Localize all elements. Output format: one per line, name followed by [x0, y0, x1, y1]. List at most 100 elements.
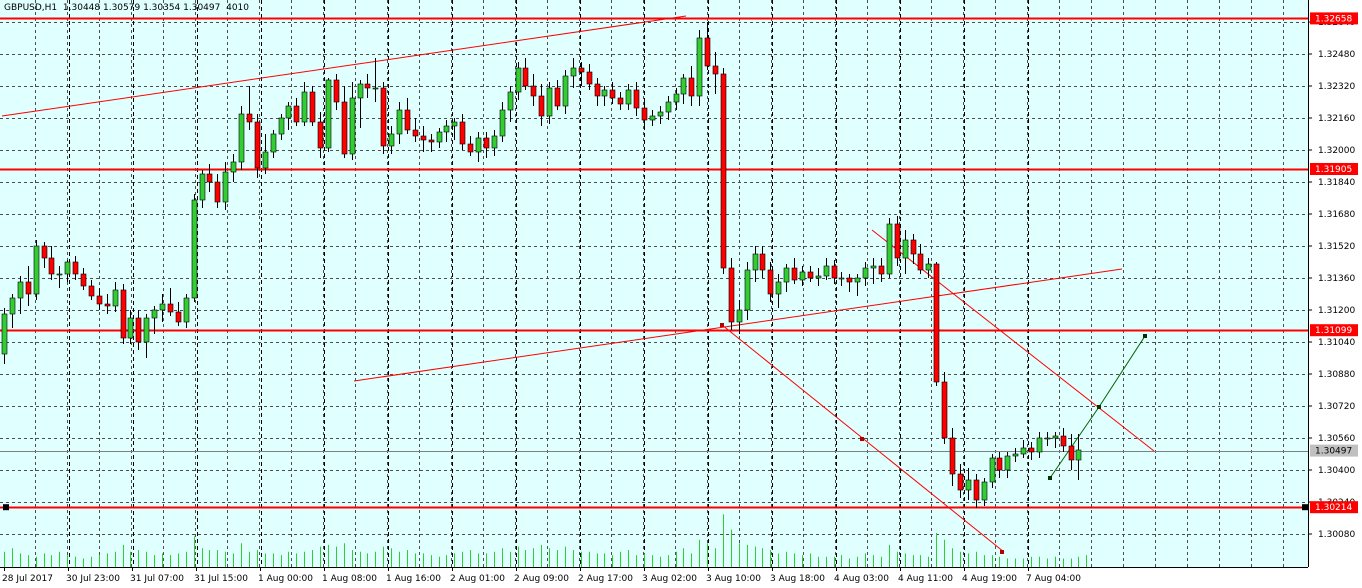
candle-bull — [349, 97, 356, 155]
candle-bull — [451, 121, 458, 127]
trend-line — [1, 15, 687, 117]
candle-bear — [554, 87, 561, 107]
candle-bear — [104, 303, 111, 307]
candle-bull — [823, 265, 830, 277]
candle-bull — [870, 265, 877, 269]
candle-bear — [949, 437, 956, 475]
price-tick-label: 1.30400 — [1318, 466, 1355, 476]
candle-bear — [720, 73, 727, 269]
trend-anchor-marker — [860, 437, 864, 441]
price-tick-label: 1.30080 — [1318, 530, 1355, 540]
price-tick-label: 1.31040 — [1318, 338, 1355, 348]
time-tick-label: 7 Aug 04:00 — [1026, 574, 1081, 584]
candle-bear — [1068, 445, 1075, 461]
candle-bull — [475, 137, 482, 153]
candle-bull — [665, 101, 672, 113]
candle-bear — [404, 109, 411, 131]
candle-bear — [309, 91, 316, 123]
projection-marker — [1048, 476, 1052, 480]
candle-bull — [112, 289, 119, 307]
candle-bull — [372, 87, 379, 90]
candle-bull — [143, 317, 150, 343]
candle-bull — [222, 171, 229, 203]
candle-bear — [894, 223, 901, 259]
candle-bull — [799, 271, 806, 281]
time-tick-label: 31 Jul 07:00 — [130, 574, 184, 584]
level-price-label: 1.31905 — [1315, 165, 1352, 175]
candle-bear — [688, 77, 695, 97]
candle-bear — [996, 457, 1003, 471]
candle-bear — [459, 121, 466, 145]
price-tick-label: 1.31520 — [1318, 242, 1355, 252]
candle-bull — [925, 263, 932, 271]
time-tick-label: 2 Aug 01:00 — [450, 574, 505, 584]
candle-bear — [88, 285, 95, 297]
candle-bear — [641, 107, 648, 121]
time-tick-label: 1 Aug 16:00 — [386, 574, 441, 584]
candle-bull — [1044, 437, 1051, 440]
ohlc-label: 1.30448 1.30579 1.30354 1.30497 — [62, 3, 221, 13]
candle-bear — [214, 181, 221, 203]
candle-bull — [278, 117, 285, 135]
candle-bull — [862, 267, 869, 279]
candle-bear — [767, 269, 774, 295]
candle-bull — [649, 115, 656, 121]
candle-bull — [902, 239, 909, 259]
candle-bear — [933, 263, 940, 383]
time-tick-label: 3 Aug 02:00 — [642, 574, 697, 584]
candle-bull — [56, 273, 63, 276]
level-price-label: 1.31099 — [1315, 326, 1352, 336]
candle-bull — [546, 87, 553, 117]
price-tick-label: 1.31840 — [1318, 178, 1355, 188]
candle-bull — [301, 91, 308, 123]
price-tick-label: 1.30560 — [1318, 434, 1355, 444]
price-tick-label: 1.31200 — [1318, 306, 1355, 316]
candle-bull — [1, 313, 8, 355]
candle-bear — [380, 87, 387, 147]
candle-bull — [33, 245, 40, 295]
chart-title: GBPUSD,H1 1.30448 1.30579 1.30354 1.3049… — [4, 3, 249, 13]
candle-bear — [420, 135, 427, 141]
candle-bear — [467, 143, 474, 153]
candle-bear — [791, 267, 798, 281]
candle-bear — [25, 281, 32, 295]
current-price-label: 1.30497 — [1315, 447, 1352, 457]
candle-bear — [246, 113, 253, 123]
candle-bear — [578, 67, 585, 73]
candle-bull — [965, 479, 972, 491]
level-price-label-box — [1310, 501, 1358, 514]
candle-bear — [910, 239, 917, 255]
candle-bull — [436, 131, 443, 143]
time-tick-label: 28 Jul 2017 — [2, 574, 53, 584]
candle-bear — [941, 381, 948, 439]
candle-bear — [120, 289, 127, 339]
time-tick-label: 1 Aug 08:00 — [322, 574, 377, 584]
time-tick-label: 30 Jul 23:00 — [66, 574, 120, 584]
price-tick-label: 1.32480 — [1318, 50, 1355, 60]
candle-bear — [633, 89, 640, 109]
candle-bear — [483, 137, 490, 149]
price-tick-label: 1.30720 — [1318, 402, 1355, 412]
candle-bear — [254, 121, 261, 169]
candle-bear — [1060, 435, 1067, 447]
candle-bear — [293, 105, 300, 123]
candle-bear — [167, 303, 174, 313]
candle-bull — [9, 297, 16, 315]
plot-area — [0, 0, 1308, 567]
candle-bull — [1020, 447, 1027, 455]
candle-bull — [396, 109, 403, 135]
candle-bull — [191, 199, 198, 299]
candle-bull — [199, 173, 206, 201]
candle-bull — [562, 75, 569, 107]
price-tick-label: 1.32000 — [1318, 146, 1355, 156]
candle-bear — [712, 65, 719, 75]
time-tick-label: 31 Jul 15:00 — [194, 574, 248, 584]
candle-bull — [270, 133, 277, 153]
price-tick-label: 1.31360 — [1318, 274, 1355, 284]
candle-bull — [230, 161, 237, 173]
level-price-label: 1.32658 — [1315, 14, 1352, 24]
price-tick-label: 1.32320 — [1318, 82, 1355, 92]
candle-bull — [151, 309, 158, 319]
